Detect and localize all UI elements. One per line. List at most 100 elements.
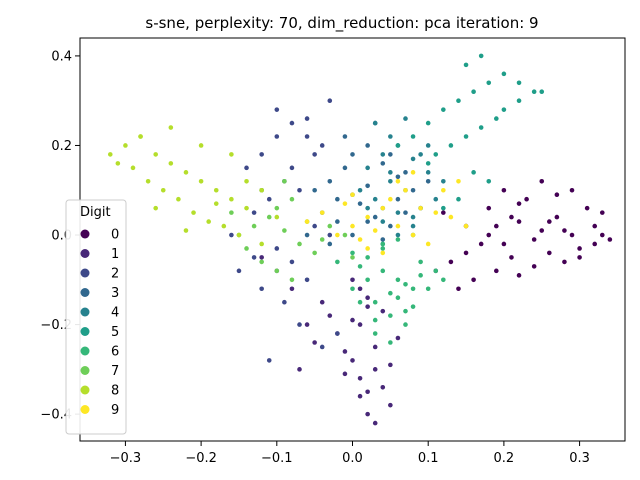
data-point-digit-6 (418, 273, 423, 278)
legend-label: 7 (111, 364, 119, 379)
legend-marker (80, 249, 90, 258)
data-point-digit-4 (395, 210, 401, 215)
data-point-digit-0 (441, 210, 446, 215)
data-point-digit-6 (388, 340, 393, 345)
data-point-digit-6 (335, 259, 340, 265)
data-point-digit-0 (501, 187, 507, 193)
data-point-digit-2 (266, 196, 272, 202)
data-point-digit-7 (327, 223, 333, 229)
data-point-digit-5 (395, 143, 401, 148)
data-point-digit-8 (236, 232, 242, 238)
legend-label: 8 (111, 384, 119, 399)
data-point-digit-1 (365, 304, 370, 309)
data-point-digit-1 (380, 308, 386, 314)
data-point-digit-1 (357, 286, 363, 292)
data-point-digit-6 (350, 250, 355, 256)
data-point-digit-0 (486, 205, 492, 211)
data-point-digit-8 (198, 178, 204, 184)
y-tick-label: 0.4 (51, 49, 72, 64)
legend-label: 0 (111, 228, 119, 243)
data-point-digit-8 (168, 125, 174, 130)
data-point-digit-0 (554, 192, 560, 198)
data-point-digit-3 (327, 241, 333, 247)
data-point-digit-0 (599, 232, 605, 238)
data-point-digit-8 (198, 143, 204, 148)
data-point-digit-3 (365, 219, 370, 224)
data-point-digit-0 (539, 178, 545, 184)
data-point-digit-0 (547, 250, 552, 256)
legend-label: 5 (111, 325, 119, 340)
data-point-digit-8 (176, 196, 181, 202)
data-point-digit-8 (123, 143, 128, 148)
data-point-digit-8 (259, 241, 264, 247)
data-point-digit-6 (388, 313, 393, 318)
data-point-digit-8 (153, 152, 158, 157)
data-point-digit-5 (441, 205, 446, 211)
data-point-digit-0 (554, 214, 560, 220)
legend-label: 6 (111, 345, 119, 360)
data-point-digit-6 (380, 241, 386, 247)
data-point-digit-5 (478, 53, 484, 59)
legend-marker (80, 327, 90, 336)
data-point-digit-8 (145, 178, 151, 184)
x-tick-label: 0.2 (494, 451, 515, 466)
data-point-digit-0 (516, 219, 522, 224)
data-point-digit-5 (531, 89, 537, 95)
data-point-digit-5 (448, 143, 454, 148)
data-point-digit-8 (244, 205, 249, 211)
y-tick-label: −0.2 (40, 318, 72, 333)
data-point-digit-1 (350, 358, 355, 363)
data-point-digit-2 (282, 299, 287, 305)
legend-marker (80, 385, 90, 395)
points-layer (107, 53, 613, 426)
data-point-digit-0 (539, 228, 545, 233)
data-point-digit-1 (259, 255, 264, 260)
data-point-digit-1 (304, 322, 310, 327)
x-tick-label: −0.3 (110, 451, 142, 466)
data-point-digit-1 (388, 362, 393, 368)
data-point-digit-0 (547, 219, 552, 224)
data-point-digit-5 (478, 125, 484, 130)
data-point-digit-6 (425, 286, 431, 292)
data-point-digit-8 (107, 152, 113, 157)
legend-label: 1 (111, 247, 119, 262)
data-point-digit-5 (433, 152, 439, 157)
plot-frame (79, 37, 626, 442)
x-tick-label: −0.1 (261, 451, 293, 466)
data-point-digit-5 (463, 134, 469, 139)
data-point-digit-3 (342, 134, 348, 139)
data-point-digit-2 (304, 277, 310, 283)
data-point-digit-2 (259, 286, 264, 292)
data-point-digit-0 (599, 210, 605, 215)
data-point-digit-4 (372, 196, 378, 202)
data-point-digit-8 (259, 187, 264, 193)
data-point-digit-9 (395, 178, 401, 184)
x-tick-label: 0.3 (569, 451, 590, 466)
data-point-digit-3 (350, 232, 355, 238)
data-point-digit-2 (312, 223, 317, 229)
data-point-digit-2 (236, 268, 242, 274)
data-point-digit-0 (569, 187, 575, 193)
data-point-digit-3 (372, 214, 378, 220)
data-point-digit-3 (342, 165, 348, 171)
data-point-digit-3 (357, 201, 363, 206)
x-axis-ticks: −0.3 −0.2 −0.1 0.0 0.1 0.2 0.3 (110, 441, 590, 466)
data-point-digit-5 (410, 134, 416, 139)
data-point-digit-6 (395, 295, 401, 301)
data-point-digit-0 (524, 196, 529, 202)
data-point-digit-8 (244, 178, 249, 184)
data-point-digit-9 (380, 205, 386, 211)
data-point-digit-2 (319, 143, 325, 148)
data-point-digit-3 (304, 232, 310, 238)
data-point-digit-1 (365, 389, 370, 395)
legend-title: Digit (80, 205, 111, 220)
data-point-digit-2 (327, 232, 333, 238)
data-point-digit-1 (357, 393, 363, 399)
data-point-digit-3 (410, 187, 416, 193)
data-point-digit-5 (463, 62, 469, 68)
data-point-digit-3 (403, 210, 408, 215)
data-point-digit-4 (418, 152, 423, 157)
data-point-digit-5 (516, 98, 522, 103)
data-point-digit-9 (335, 232, 340, 238)
data-point-digit-5 (456, 196, 461, 202)
